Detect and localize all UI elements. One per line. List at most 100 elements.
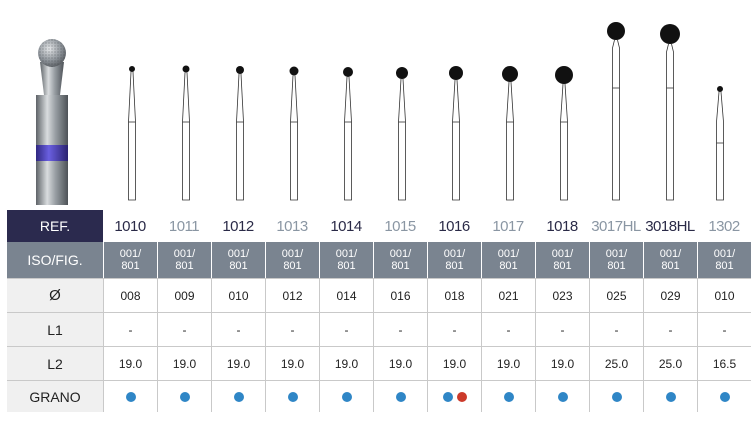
grano-cell: [481, 380, 535, 412]
l2-cell: 19.0: [157, 346, 211, 380]
bur-line-drawings: [128, 22, 724, 201]
grano-cell: [103, 380, 157, 412]
l1-cell: -: [211, 312, 265, 346]
iso-fig-line: 001/: [281, 248, 304, 260]
iso-fig-line: 801: [445, 260, 464, 272]
grano-row: GRANO: [7, 380, 751, 412]
bur-line-drawing: [289, 66, 299, 201]
iso-fig-cell: 001/801: [589, 242, 643, 278]
iso-fig-cell: 001/801: [481, 242, 535, 278]
iso-fig-cell: 001/801: [319, 242, 373, 278]
iso-fig-line: 001/: [713, 248, 736, 260]
grit-dot-blue: [611, 392, 622, 403]
bur-line-drawing: [236, 66, 244, 201]
diameter-cell: 014: [319, 278, 373, 312]
grano-cell: [697, 380, 751, 412]
grano-cell: [535, 380, 589, 412]
l2-cell: 19.0: [427, 346, 481, 380]
diameter-cell: 008: [103, 278, 157, 312]
ref-code: 3017HL: [589, 210, 643, 242]
l1-cell: -: [427, 312, 481, 346]
l1-label: L1: [7, 312, 103, 346]
grit-dot-blue: [179, 392, 190, 403]
ref-code: 1010: [103, 210, 157, 242]
iso-fig-line: 001/: [119, 248, 142, 260]
diameter-cell: 010: [697, 278, 751, 312]
iso-fig-cell: 001/801: [157, 242, 211, 278]
iso-fig-line: 001/: [659, 248, 682, 260]
iso-fig-line: 001/: [551, 248, 574, 260]
l2-cell: 19.0: [211, 346, 265, 380]
diameter-cell: 025: [589, 278, 643, 312]
iso-fig-line: 001/: [227, 248, 250, 260]
iso-fig-line: 001/: [335, 248, 358, 260]
grano-cell: [643, 380, 697, 412]
l1-cell: -: [103, 312, 157, 346]
iso-row: ISO/FIG. 001/801 001/801 001/801 001/801 001…: [7, 242, 751, 278]
bur-line-drawing: [660, 24, 680, 201]
bur-line-drawing: [343, 67, 353, 201]
grano-cell: [373, 380, 427, 412]
iso-fig-cell: 001/801: [427, 242, 481, 278]
l1-cell: -: [265, 312, 319, 346]
diameter-cell: 023: [535, 278, 589, 312]
ref-code: 1016: [427, 210, 481, 242]
grit-dot-blue: [341, 392, 352, 403]
l1-cell: -: [535, 312, 589, 346]
grit-dot-blue: [557, 392, 568, 403]
iso-fig-line: 801: [553, 260, 572, 272]
l1-cell: -: [643, 312, 697, 346]
iso-fig-line: 001/: [605, 248, 628, 260]
iso-fig-line: 801: [337, 260, 356, 272]
diameter-cell: 018: [427, 278, 481, 312]
grit-dot-blue: [287, 392, 298, 403]
diameter-cell: 009: [157, 278, 211, 312]
grit-dot-blue: [125, 392, 136, 403]
grano-cell: [427, 380, 481, 412]
grit-dot-blue: [233, 392, 244, 403]
bur-line-drawing: [716, 86, 724, 201]
iso-fig-line: 801: [607, 260, 626, 272]
iso-fig-line: 801: [499, 260, 518, 272]
iso-fig-line: 001/: [497, 248, 520, 260]
grit-dot-blue: [665, 392, 676, 403]
iso-fig-cell: 001/801: [697, 242, 751, 278]
bur-line-drawing: [182, 65, 190, 201]
iso-fig-line: 801: [391, 260, 410, 272]
grano-cell: [211, 380, 265, 412]
l2-cell: 19.0: [373, 346, 427, 380]
iso-fig-cell: 001/801: [211, 242, 265, 278]
iso-fig-cell: 001/801: [265, 242, 319, 278]
bur-line-drawing: [449, 66, 463, 201]
l2-cell: 19.0: [535, 346, 589, 380]
grano-cell: [157, 380, 211, 412]
diameter-cell: 012: [265, 278, 319, 312]
bur-line-drawing: [607, 22, 625, 201]
grano-cell: [319, 380, 373, 412]
iso-fig-cell: 001/801: [103, 242, 157, 278]
bur-line-drawing: [128, 66, 136, 201]
grit-dot-red: [456, 392, 467, 403]
diameter-row: Ø 008 009 010 012 014 016 018 021 023 025 029 010: [7, 278, 751, 312]
iso-fig-cell: 001/801: [535, 242, 589, 278]
l1-cell: -: [157, 312, 211, 346]
iso-fig-line: 001/: [173, 248, 196, 260]
ref-code: 1017: [481, 210, 535, 242]
l1-row: L1 ------------: [7, 312, 751, 346]
l2-row: L2 19.0 19.0 19.0 19.0 19.0 19.0 19.0 19.0 19.0 2…: [7, 346, 751, 380]
diameter-cell: 021: [481, 278, 535, 312]
l1-cell: -: [697, 312, 751, 346]
iso-label: ISO/FIG.: [7, 242, 103, 278]
grit-dot-blue: [503, 392, 514, 403]
bur-line-drawing: [502, 66, 518, 201]
diameter-label: Ø: [7, 278, 103, 312]
grit-dot-blue: [395, 392, 406, 403]
iso-fig-line: 001/: [389, 248, 412, 260]
iso-fig-cell: 001/801: [373, 242, 427, 278]
iso-fig-line: 001/: [443, 248, 466, 260]
ref-code: 1011: [157, 210, 211, 242]
bur-line-drawing: [555, 66, 573, 201]
ref-header: REF.: [7, 210, 103, 242]
diameter-cell: 016: [373, 278, 427, 312]
